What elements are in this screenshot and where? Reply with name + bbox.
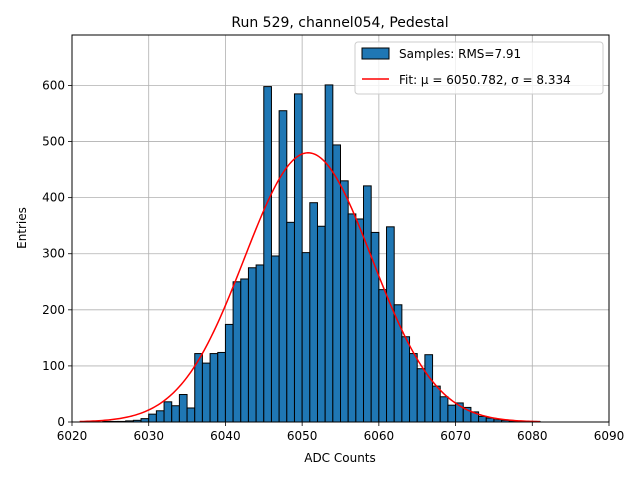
histogram-bar xyxy=(340,180,349,423)
histogram-bar xyxy=(278,110,288,423)
histogram-bar xyxy=(286,221,295,423)
histogram-bar xyxy=(424,354,434,423)
histogram-bar xyxy=(163,401,173,423)
histogram-bar xyxy=(401,336,411,423)
histogram-bar xyxy=(217,351,226,423)
histogram-bar xyxy=(155,410,165,423)
histogram-bar xyxy=(240,278,249,423)
x-tick-label: 6060 xyxy=(364,429,395,443)
histogram-bar xyxy=(386,226,395,423)
histogram-bar xyxy=(309,202,318,423)
y-tick-label: 0 xyxy=(57,415,65,429)
y-tick-label: 400 xyxy=(42,191,65,205)
x-tick-label: 6050 xyxy=(287,429,318,443)
legend-samples-label: Samples: RMS=7.91 xyxy=(399,47,521,61)
histogram-bar xyxy=(201,362,211,423)
histogram-bar xyxy=(301,252,311,423)
y-tick-label: 500 xyxy=(42,135,65,149)
histogram-bar xyxy=(347,213,357,423)
x-tick-label: 6070 xyxy=(440,429,471,443)
histogram-bar xyxy=(171,405,180,423)
y-tick-label: 100 xyxy=(42,359,65,373)
histogram-bar xyxy=(332,144,342,423)
x-tick-label: 6030 xyxy=(133,429,164,443)
histogram-bar xyxy=(293,93,303,423)
histogram-bar xyxy=(148,413,157,423)
x-tick-label: 6090 xyxy=(594,429,625,443)
histogram-bar xyxy=(178,394,188,423)
histogram-bar xyxy=(416,368,426,423)
histogram-bar xyxy=(186,407,196,423)
histogram-bar xyxy=(439,396,449,423)
histogram-bar xyxy=(378,289,388,423)
histogram-bar xyxy=(232,281,242,423)
legend: Samples: RMS=7.91 Fit: μ = 6050.782, σ =… xyxy=(354,41,604,95)
histogram-bar xyxy=(316,225,326,423)
histogram-bar xyxy=(255,264,265,423)
legend-box xyxy=(354,41,604,95)
gaussian-fit-line xyxy=(79,152,540,423)
x-axis-label: ADC Counts xyxy=(304,451,376,465)
chart-title: Run 529, channel054, Pedestal xyxy=(231,15,448,31)
histogram-bar xyxy=(209,353,219,423)
plot-frame xyxy=(71,34,610,423)
y-axis: 0 100 200 300 400 500 600 xyxy=(42,78,72,429)
histogram-bars xyxy=(102,84,541,423)
histogram-bar xyxy=(432,385,441,423)
legend-samples-swatch xyxy=(361,47,390,60)
x-tick-label: 6080 xyxy=(517,429,548,443)
y-tick-label: 300 xyxy=(42,247,65,261)
histogram-bar xyxy=(447,404,457,423)
y-tick-label: 600 xyxy=(42,78,65,92)
histogram-bar xyxy=(224,323,234,423)
x-axis: 6020 6030 6040 6050 6060 6070 6080 6090 xyxy=(57,422,625,443)
histogram-bar xyxy=(355,218,365,423)
legend-fit-label: Fit: μ = 6050.782, σ = 8.334 xyxy=(399,73,571,87)
histogram-bar xyxy=(270,255,280,423)
histogram-bar xyxy=(140,418,150,423)
y-axis-label: Entries xyxy=(15,207,29,249)
histogram-bar xyxy=(363,185,372,423)
histogram-bar xyxy=(263,86,272,423)
y-tick-label: 200 xyxy=(42,303,65,317)
histogram-bar xyxy=(247,267,257,423)
x-tick-label: 6020 xyxy=(57,429,88,443)
histogram-bar xyxy=(485,417,495,423)
histogram-bar xyxy=(324,84,334,423)
histogram-bar xyxy=(478,415,487,423)
histogram-bar xyxy=(409,353,418,423)
x-tick-label: 6040 xyxy=(210,429,241,443)
